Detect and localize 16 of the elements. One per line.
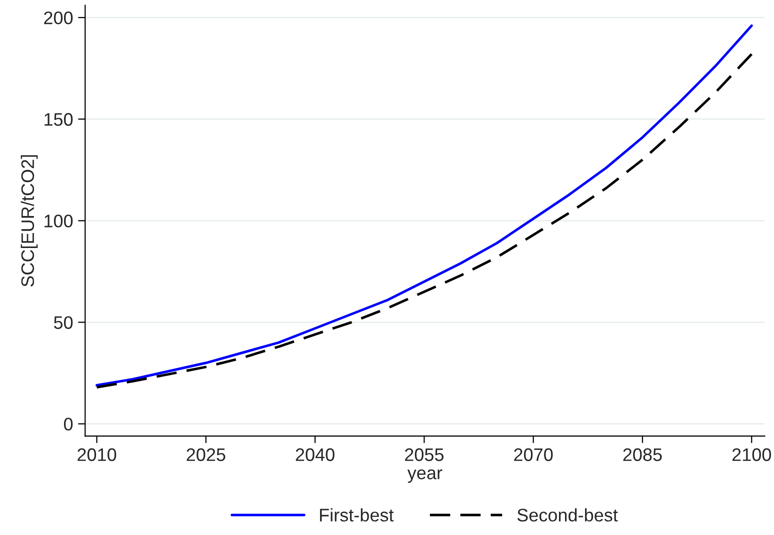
x-tick-label: 2055 <box>405 448 444 462</box>
y-tick-label: 100 <box>44 214 73 228</box>
x-tick-label: 2100 <box>732 448 771 462</box>
legend-label: First-best <box>320 508 394 522</box>
legend-label: Second-best <box>517 508 618 522</box>
y-tick-label: 50 <box>54 316 73 329</box>
y-axis-title: SCC[EUR/tCO2] <box>20 155 38 287</box>
x-tick-label: 2040 <box>296 448 334 462</box>
y-tick-label: 0 <box>64 418 73 431</box>
x-tick-label: 2010 <box>78 448 116 462</box>
x-tick-label: 2085 <box>623 448 662 462</box>
x-axis-title: year <box>407 469 442 483</box>
y-tick-label: 150 <box>44 113 73 126</box>
x-tick-label: 2070 <box>514 448 553 462</box>
y-tick-label: 200 <box>44 11 73 24</box>
x-tick-label: 2025 <box>186 448 226 462</box>
